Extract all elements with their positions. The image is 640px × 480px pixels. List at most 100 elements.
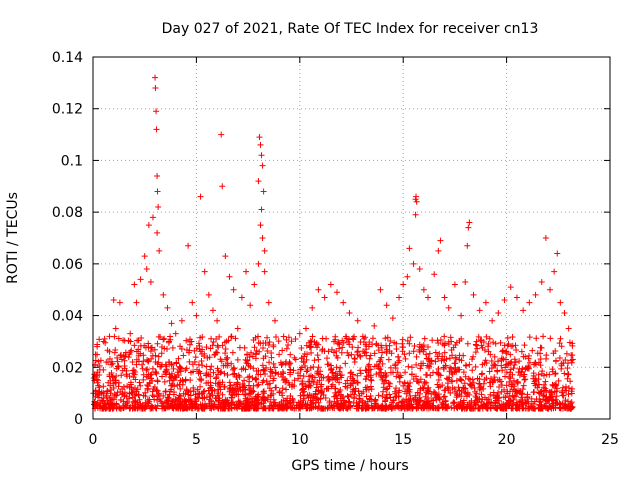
band-point: [395, 389, 402, 396]
band-point: [252, 355, 259, 362]
band-point: [408, 371, 415, 378]
data-point: [431, 271, 438, 278]
band-point: [417, 365, 424, 372]
band-point: [94, 351, 101, 358]
band-point: [344, 349, 351, 356]
band-point: [197, 334, 204, 341]
band-point: [511, 356, 518, 363]
band-point: [206, 396, 213, 403]
band-point: [492, 362, 499, 369]
band-point: [559, 384, 566, 391]
band-point: [99, 398, 106, 405]
band-point: [283, 377, 290, 384]
band-point: [337, 387, 344, 394]
band-point: [129, 359, 136, 366]
band-point: [156, 395, 163, 402]
band-point: [562, 357, 569, 364]
band-point: [154, 397, 161, 404]
data-point: [542, 235, 549, 241]
band-point: [533, 335, 540, 342]
band-point: [434, 337, 441, 344]
band-point: [295, 375, 302, 382]
band-point: [383, 391, 390, 398]
band-point: [182, 390, 189, 397]
band-point: [254, 382, 261, 389]
data-point: [152, 85, 159, 92]
band-point: [466, 361, 473, 368]
band-point: [186, 358, 193, 365]
y-tick-label: 0.12: [52, 102, 83, 118]
band-point: [487, 375, 494, 382]
band-point: [306, 373, 313, 380]
band-point: [224, 371, 231, 378]
band-point: [107, 405, 114, 412]
band-point: [565, 405, 572, 412]
band-point: [530, 370, 537, 377]
data-point: [520, 307, 527, 314]
band-point: [372, 396, 379, 403]
band-point: [440, 393, 447, 400]
band-point: [255, 381, 262, 388]
band-point: [426, 358, 433, 365]
band-point: [114, 389, 121, 396]
data-point: [547, 286, 554, 293]
data-point: [462, 278, 469, 285]
band-point: [151, 384, 158, 391]
band-point: [208, 335, 215, 342]
band-point: [432, 405, 439, 412]
band-point: [337, 364, 344, 371]
band-point: [326, 398, 333, 405]
band-point: [357, 370, 364, 377]
band-point: [298, 345, 305, 352]
band-point: [120, 398, 127, 405]
y-tick-label: 0.1: [61, 153, 83, 169]
band-point: [479, 405, 486, 412]
band-point: [147, 344, 154, 351]
band-point: [330, 349, 337, 356]
band-point: [143, 367, 150, 374]
band-point: [468, 381, 475, 388]
band-point: [118, 351, 125, 358]
band-point: [304, 401, 311, 408]
band-point: [499, 347, 506, 354]
data-point: [261, 247, 268, 254]
band-point: [504, 342, 511, 349]
band-point: [287, 366, 294, 373]
band-point: [175, 372, 182, 379]
band-point: [337, 372, 344, 379]
band-point: [492, 399, 499, 406]
band-point: [259, 345, 266, 352]
band-point: [230, 364, 237, 371]
band-point: [383, 348, 390, 355]
data-point: [565, 325, 572, 332]
band-point: [189, 361, 196, 368]
band-point: [336, 368, 343, 375]
band-point: [459, 404, 466, 411]
data-point: [154, 172, 161, 179]
band-point: [457, 376, 464, 383]
band-point: [379, 360, 386, 367]
band-point: [377, 366, 384, 373]
band-point: [406, 383, 413, 390]
band-point: [393, 345, 400, 352]
band-point: [560, 392, 567, 399]
band-point: [447, 334, 454, 341]
band-point: [524, 393, 531, 400]
band-point: [111, 333, 118, 340]
band-point: [351, 355, 358, 362]
band-point: [513, 346, 520, 353]
band-point: [264, 334, 271, 341]
band-point: [98, 389, 105, 396]
band-point: [385, 379, 392, 386]
band-point: [462, 373, 469, 380]
band-point: [344, 405, 351, 412]
band-point: [424, 385, 431, 392]
data-point: [145, 222, 152, 229]
band-point: [435, 391, 442, 398]
band-point: [424, 344, 431, 351]
data-point: [413, 193, 420, 200]
band-point: [433, 369, 440, 376]
band-point: [446, 355, 453, 362]
band-point: [134, 386, 141, 393]
band-point: [314, 352, 321, 359]
